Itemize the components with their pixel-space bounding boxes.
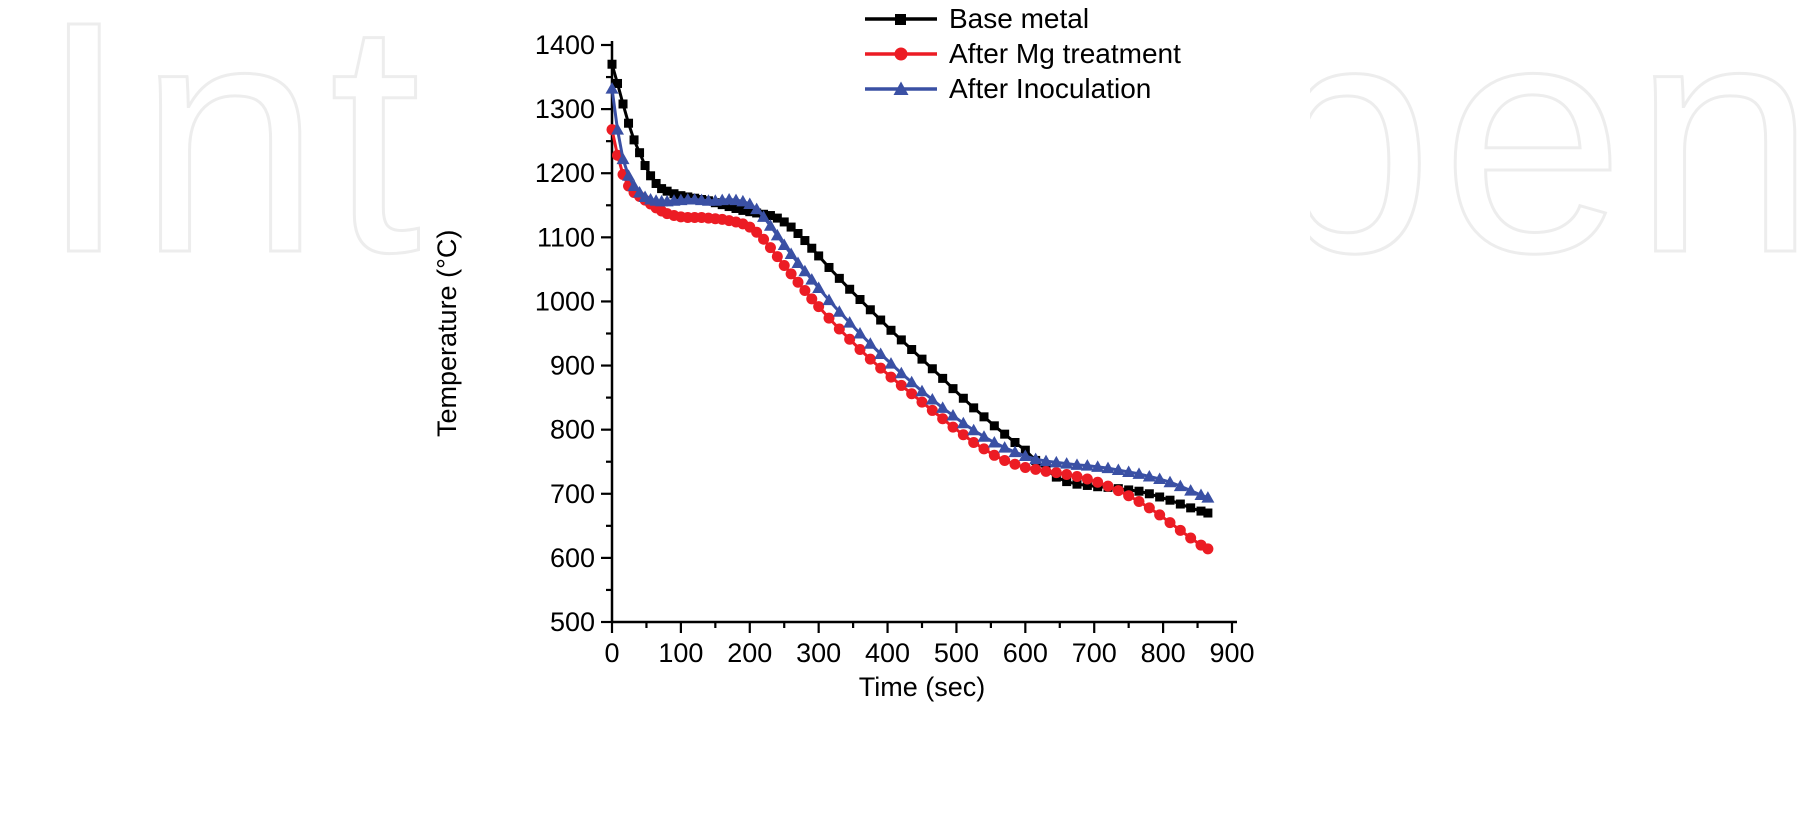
- legend-label-after-inoculation: After Inoculation: [949, 73, 1152, 104]
- legend: Base metal After Mg treatment After Inoc…: [863, 2, 1181, 106]
- legend-label-base-metal: Base metal: [949, 3, 1090, 34]
- cooling-curve-chart: 500 600 700 800 900 1000 1100 1200 1300 1400 0 100 2…: [430, 0, 1310, 760]
- inoculation-triangle-marker-icon: [863, 76, 941, 102]
- svg-text:700: 700: [1072, 638, 1117, 668]
- svg-text:800: 800: [1141, 638, 1186, 668]
- svg-text:500: 500: [550, 607, 595, 637]
- svg-text:700: 700: [550, 479, 595, 509]
- y-axis-title: Temperature (°C): [432, 229, 462, 438]
- legend-item-after-inoculation: After Inoculation: [863, 72, 1181, 106]
- svg-text:800: 800: [550, 415, 595, 445]
- svg-text:500: 500: [934, 638, 979, 668]
- svg-text:900: 900: [1209, 638, 1254, 668]
- plot-area: 500 600 700 800 900 1000 1100 1200 1300 1400 0 100 2…: [535, 30, 1255, 668]
- svg-text:600: 600: [550, 543, 595, 573]
- svg-text:900: 900: [550, 351, 595, 381]
- svg-text:100: 100: [658, 638, 703, 668]
- svg-text:300: 300: [796, 638, 841, 668]
- svg-text:1300: 1300: [535, 94, 595, 124]
- svg-text:600: 600: [1003, 638, 1048, 668]
- svg-text:1200: 1200: [535, 158, 595, 188]
- x-axis-title: Time (sec): [858, 672, 986, 702]
- legend-item-after-mg-treatment: After Mg treatment: [863, 37, 1181, 71]
- svg-text:1400: 1400: [535, 30, 595, 60]
- svg-text:0: 0: [604, 638, 619, 668]
- svg-text:1100: 1100: [537, 222, 595, 252]
- svg-text:1000: 1000: [535, 286, 595, 316]
- svg-text:200: 200: [727, 638, 772, 668]
- svg-text:400: 400: [865, 638, 910, 668]
- base-metal-square-marker-icon: [863, 6, 941, 32]
- legend-label-after-mg-treatment: After Mg treatment: [949, 38, 1181, 69]
- legend-item-base-metal: Base metal: [863, 2, 1181, 36]
- mg-treatment-circle-marker-icon: [863, 41, 941, 67]
